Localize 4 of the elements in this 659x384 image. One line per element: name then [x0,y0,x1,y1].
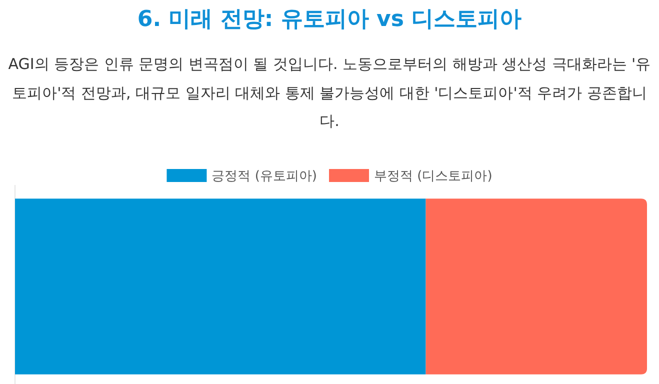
legend-label: 긍정적 (유토피아) [212,169,317,184]
chart-subtitle: AGI의 등장은 인류 문명의 변곡점이 될 것입니다. 노동으로부터의 해방과 생산성 극대화라는 '유토피아'적 전망과, 대규모 일자리 대체와 통제 불가능성에 대한 '디스토피아'적 우려가 공존합니다. [8,54,651,132]
chart-title: 6. 미래 전망: 유토피아 vs 디스토피아 [136,6,523,34]
legend-label: 부정적 (디스토피아) [374,169,492,184]
